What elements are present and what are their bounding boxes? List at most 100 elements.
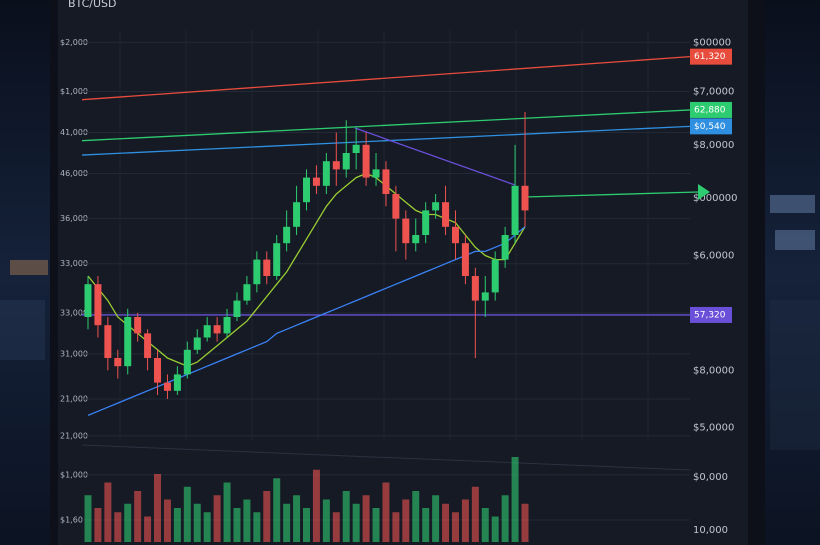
candle-body xyxy=(442,202,450,227)
volume-bar xyxy=(332,512,340,542)
candle-body xyxy=(332,161,340,170)
price-level-line xyxy=(81,56,691,101)
volume-bar xyxy=(342,491,350,542)
volume-bar xyxy=(163,499,171,542)
volume-bar xyxy=(124,503,132,542)
volume-bar xyxy=(432,495,440,542)
price-tag-label: 61,320 xyxy=(694,52,726,62)
candle-body xyxy=(94,284,102,326)
volume-bar xyxy=(481,508,489,542)
candle-body xyxy=(402,218,410,244)
candle-body xyxy=(124,317,132,367)
candle-body xyxy=(233,300,241,317)
y2-tick-label: $8,0000 xyxy=(693,140,734,151)
y-tick-label: $1,000 xyxy=(60,87,88,96)
price-tag xyxy=(690,48,732,65)
y-tick-label: $2,000 xyxy=(60,38,88,47)
candle-body xyxy=(144,333,152,358)
moving-average xyxy=(87,172,526,367)
volume-bar xyxy=(352,503,360,542)
candle-body xyxy=(203,325,211,338)
candle-body xyxy=(322,161,330,186)
y2-tick-label: $000000 xyxy=(693,193,738,204)
volume-bar xyxy=(402,499,410,542)
volume-bar xyxy=(283,503,291,542)
price-tag-label: 57,320 xyxy=(694,310,726,320)
candle-body xyxy=(481,292,489,301)
volume-bar xyxy=(273,478,281,542)
y2-tick-label: $7,0000 xyxy=(693,87,734,98)
projection-arrow xyxy=(698,184,710,200)
volume-bar xyxy=(372,508,380,542)
candle-body xyxy=(432,202,440,211)
price-level-line xyxy=(81,125,691,156)
y2-tick-label: $00000 xyxy=(693,37,731,48)
y-tick-label: 46,000 xyxy=(60,169,88,178)
volume-bar xyxy=(173,508,181,542)
volume-bar xyxy=(412,491,420,542)
price-tag-label: $0,540 xyxy=(694,122,726,132)
candle-body xyxy=(104,325,112,358)
volume-bar xyxy=(442,503,450,542)
volume-bar xyxy=(422,508,430,542)
volume-divider xyxy=(81,444,691,471)
candle-body xyxy=(263,259,271,276)
volume-bar xyxy=(203,512,211,542)
candle-body xyxy=(273,243,281,276)
volume-bar xyxy=(183,486,191,542)
y-tick-label: $1,60 xyxy=(60,515,83,524)
y-tick-label: $1,000 xyxy=(60,470,88,479)
volume-bar xyxy=(154,474,162,542)
volume-bar xyxy=(293,495,301,542)
candle-body xyxy=(223,317,231,334)
candle-body xyxy=(163,382,171,391)
volume-bar xyxy=(312,469,320,542)
price-tag xyxy=(690,101,732,118)
candle-body xyxy=(451,226,459,244)
volume-bar xyxy=(461,499,469,542)
y2-tick-label: $6,0000 xyxy=(693,251,734,262)
volume-bar xyxy=(94,508,102,542)
volume-bar xyxy=(253,512,261,542)
volume-bar xyxy=(213,495,221,542)
candle-body xyxy=(342,153,350,170)
y-tick-label: 41,000 xyxy=(60,128,88,137)
chart-title: BTC/USD xyxy=(68,0,117,10)
candle-body xyxy=(382,169,390,194)
y-tick-label: 31,000 xyxy=(60,349,88,358)
city-lights xyxy=(0,195,820,450)
volume-bar xyxy=(104,482,112,542)
price-tag xyxy=(690,118,732,135)
volume-bar xyxy=(134,491,142,542)
y2-tick-label: $5,0000 xyxy=(693,423,734,434)
volume-bar xyxy=(114,512,122,542)
candle-body xyxy=(193,337,201,350)
candle-body xyxy=(283,226,291,244)
volume-bar xyxy=(382,482,390,542)
y-tick-label: 36,000 xyxy=(60,214,88,223)
y-tick-label: 33,000 xyxy=(60,259,88,268)
candle-body xyxy=(293,202,301,227)
candle-body xyxy=(114,358,122,367)
candle-body xyxy=(471,276,479,301)
y2-tick-label: $0,000 xyxy=(693,472,728,483)
volume-bar xyxy=(263,491,271,542)
volume-bar xyxy=(501,495,509,542)
volume-bar xyxy=(243,499,251,542)
candle-body xyxy=(303,177,310,203)
candle-body xyxy=(461,243,469,276)
volume-bar xyxy=(322,499,330,542)
candle-body xyxy=(253,259,261,285)
y-tick-label: 21,000 xyxy=(60,431,88,440)
y2-tick-label: 10,000 xyxy=(693,525,728,536)
volume-bar xyxy=(451,512,459,542)
candle-body xyxy=(501,235,509,260)
moving-average xyxy=(87,226,526,417)
volume-bar xyxy=(521,503,529,542)
y-tick-label: 33,000 xyxy=(60,308,88,317)
volume-bar xyxy=(471,486,479,542)
candle-body xyxy=(362,144,370,178)
candle-body xyxy=(183,349,191,375)
price-level-line xyxy=(81,109,691,142)
